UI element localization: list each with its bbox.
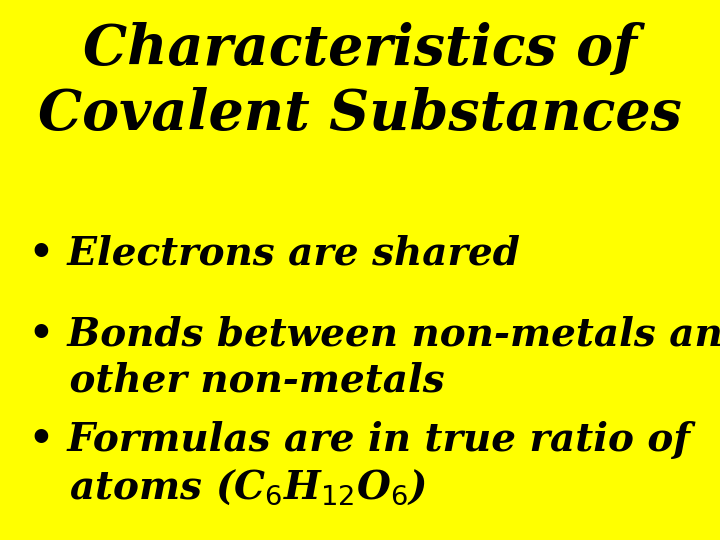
- Text: • Formulas are in true ratio of
   atoms (C$_6$H$_{12}$O$_6$): • Formulas are in true ratio of atoms (C…: [29, 421, 690, 507]
- Text: • Electrons are shared: • Electrons are shared: [29, 235, 520, 273]
- Text: Characteristics of
Covalent Substances: Characteristics of Covalent Substances: [38, 22, 682, 143]
- Text: • Bonds between non-metals and
   other non-metals: • Bonds between non-metals and other non…: [29, 316, 720, 400]
